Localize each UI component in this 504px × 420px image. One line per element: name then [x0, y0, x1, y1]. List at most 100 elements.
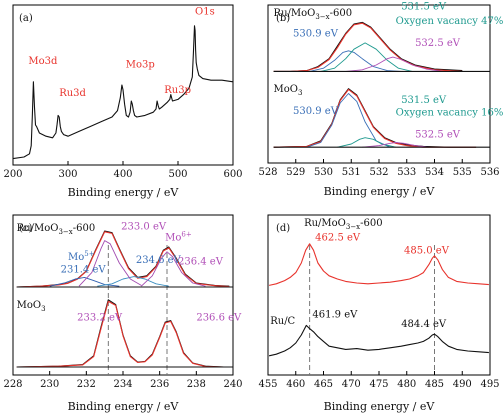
panel-d-xtick-label: 485: [425, 379, 444, 390]
panel-a-series-line: [12, 25, 234, 160]
panel-d: (d) Ru/MoO3−x-600 462.5 eV 485.0 eV Ru/C 461…: [258, 214, 500, 413]
panel-b-annotation: Ru/MoO3−x-600: [274, 8, 353, 21]
panel-b-xtick-label: 530: [314, 167, 333, 178]
panel-a-annotation: Mo3p: [126, 59, 155, 70]
panel-c-annotation: MoO3: [17, 300, 46, 313]
panel-c-series-line: [16, 231, 230, 288]
panel-b-xtick-label: 534: [425, 167, 444, 178]
panel-d-frame: [267, 214, 491, 376]
panel-b-annotation: 530.9 eV: [293, 29, 339, 40]
panel-d-annotation: 462.5 eV: [315, 233, 361, 244]
panel-b-series-line: [345, 56, 443, 72]
panel-b-xtick-label: 528: [258, 167, 277, 178]
panel-b-series: [273, 21, 490, 148]
panel-a-series: [12, 25, 234, 160]
panel-d-series: [268, 243, 489, 357]
panel-d-xtick-label: 475: [369, 379, 388, 390]
panel-d-annotation: Ru/C: [270, 316, 295, 327]
panel-c-series-line: [97, 276, 169, 287]
panel-a-annotation: Ru3p: [164, 85, 191, 96]
panel-d-xtick-label: 470: [342, 379, 361, 390]
panel-c-annotation: 233.2 eV: [77, 313, 123, 324]
panel-c-series-line: [16, 299, 224, 368]
panel-b-xtick-label: 532: [369, 167, 388, 178]
panel-b-xtick-label: 535: [453, 167, 472, 178]
panel-c-annotation: 233.0 eV: [121, 221, 167, 232]
panel-c-annotation: 236.4 eV: [178, 257, 224, 268]
panel-c-tag: (c): [19, 223, 33, 234]
panel-c-annotation: Mo6+: [165, 231, 192, 244]
panel-d-xtick-label: 465: [314, 379, 333, 390]
panel-b-series-line: [362, 142, 429, 148]
panel-b-annotation: 531.5 eV: [401, 2, 447, 13]
panel-c-annotation: 236.6 eV: [196, 313, 242, 324]
panel-a-frame: [12, 4, 234, 166]
panel-b-xlabel: Binding energy / eV: [324, 185, 436, 198]
panel-a-xticks: 200 300 400 500 600: [3, 161, 243, 180]
panel-c-xtick-label: 240: [223, 379, 242, 390]
panel-c-xtick-label: 236: [150, 379, 169, 390]
panel-a-xtick-label: 200: [3, 169, 22, 180]
panel-c-series-line: [140, 251, 206, 287]
panel-b-annotations: Ru/MoO3−x-600 531.5 eV Oxygen vacancy 47% 5…: [274, 2, 504, 141]
panel-d-xtick-label: 495: [480, 379, 499, 390]
panel-a-xtick-label: 300: [58, 169, 77, 180]
panel-a-xtick-label: 400: [113, 169, 132, 180]
panel-d-xtick-label: 455: [258, 379, 277, 390]
panel-b-annotation: 532.5 eV: [415, 38, 461, 49]
panel-c-series: [16, 230, 233, 368]
panel-c-series-line: [16, 300, 224, 368]
panel-b-xtick-label: 533: [397, 167, 416, 178]
panel-d-series-line: [268, 324, 489, 357]
panel-a-annotations: Mo3d Ru3d Mo3p Ru3p O1s: [28, 7, 214, 100]
panel-b-series-line: [309, 50, 402, 72]
panel-b-xticks: 528 529 530 531 532 533 534 535 536: [258, 159, 500, 178]
panel-b-annotation: Oxygen vacancy 47%: [396, 16, 504, 27]
panel-c-xtick-label: 232: [77, 379, 96, 390]
panel-a-annotation: Ru3d: [59, 88, 86, 99]
panel-a-xtick-label: 500: [168, 169, 187, 180]
panel-b-annotation: Oxygen vacancy 16%: [396, 108, 504, 119]
panel-c-xtick-label: 230: [40, 379, 59, 390]
panel-b-xtick-label: 531: [342, 167, 361, 178]
panel-c-xlabel: Binding energy / eV: [68, 400, 180, 413]
panel-d-xtick-label: 460: [286, 379, 305, 390]
panel-b-annotation: 530.9 eV: [293, 106, 339, 117]
panel-d-annotation: 484.4 eV: [401, 319, 447, 330]
panel-a-xtick-label: 600: [223, 169, 242, 180]
panel-c-series-line: [78, 240, 142, 287]
panel-d-tag: (d): [276, 223, 290, 234]
panel-b-series-line: [320, 42, 413, 72]
panel-d-annotation: 461.9 eV: [312, 309, 358, 320]
panel-c-xtick-label: 228: [3, 379, 22, 390]
panel-a-annotation: Mo3d: [28, 56, 58, 67]
panel-a-annotation: O1s: [195, 7, 215, 18]
panel-c-vlines: [107, 245, 168, 375]
panel-d-annotation: Ru/MoO3−x-600: [304, 218, 383, 231]
panel-c-annotation: 231.4 eV: [61, 265, 107, 276]
panel-d-xticks: 455 460 465 470 475 480 485 490 495: [258, 371, 500, 390]
panel-a-tag: (a): [19, 13, 33, 24]
panel-b-xtick-label: 536: [480, 167, 499, 178]
panel-b-tag: (b): [276, 13, 290, 24]
panel-b-xtick-label: 529: [286, 167, 305, 178]
panel-b-annotation: 532.5 eV: [415, 130, 461, 141]
panel-b: (b) Ru/MoO3−x-600 531.5 eV Oxygen vacancy …: [258, 2, 503, 198]
panel-c-frame: [12, 214, 234, 376]
panel-a-xlabel: Binding energy / eV: [68, 186, 180, 199]
panel-c-annotation: Ru/MoO3−x-600: [17, 223, 96, 236]
panel-c-xtick-label: 238: [187, 379, 206, 390]
panel-c-xticks: 228 230 232 234 236 238 240: [3, 371, 243, 390]
panel-d-vlines: [309, 245, 435, 375]
panel-d-xlabel: Binding energy / eV: [324, 400, 436, 413]
panel-d-annotations: Ru/MoO3−x-600 462.5 eV 485.0 eV Ru/C 461.9 e…: [270, 218, 449, 330]
panel-b-annotation: 531.5 eV: [401, 95, 447, 106]
panel-b-series-line: [337, 137, 396, 148]
panel-d-xtick-label: 480: [397, 379, 416, 390]
panel-c-annotation: 234.6 eV: [136, 255, 182, 266]
panel-d-series-line: [268, 243, 489, 286]
